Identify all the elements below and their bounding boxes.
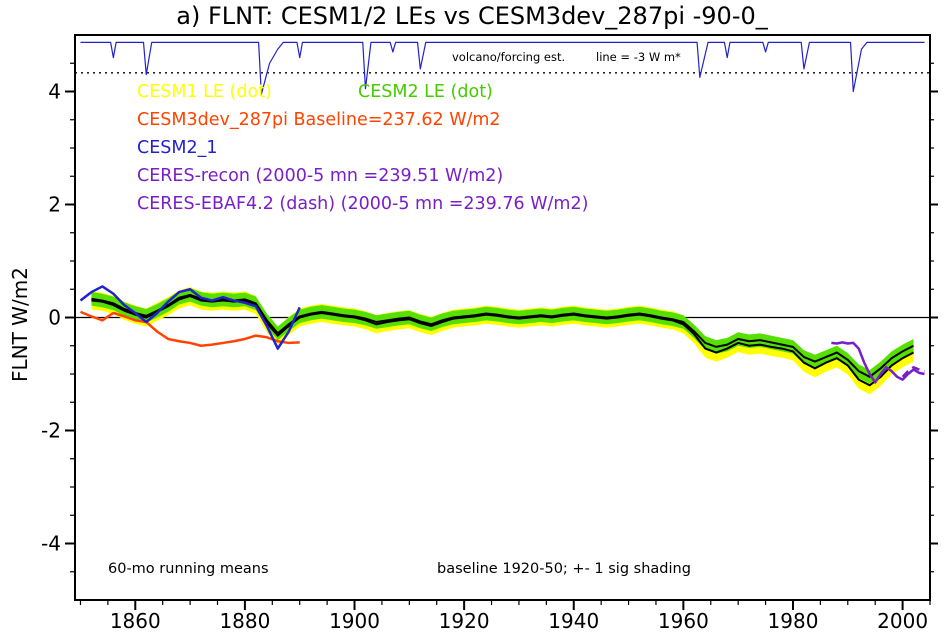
svg-text:2: 2 bbox=[48, 193, 61, 217]
svg-text:0: 0 bbox=[48, 306, 61, 330]
y-axis-label: FLNT W/m2 bbox=[8, 267, 32, 382]
chart-title: a) FLNT: CESM1/2 LEs vs CESM3dev_287pi -… bbox=[176, 2, 768, 30]
svg-text:1880: 1880 bbox=[219, 609, 270, 633]
legend-cesm2-1: CESM2_1 bbox=[137, 138, 218, 158]
legend-cesm3dev-287pi: CESM3dev_287pi Baseline=237.62 W/m2 bbox=[137, 110, 501, 130]
running-means-note: 60-mo running means bbox=[108, 561, 269, 577]
svg-text:-4: -4 bbox=[41, 532, 61, 556]
svg-text:1900: 1900 bbox=[329, 609, 380, 633]
svg-text:1960: 1960 bbox=[658, 609, 709, 633]
dotted-line-value-note: line = -3 W m* bbox=[596, 50, 681, 64]
legend-cesm2-le: CESM2 LE (dot) bbox=[358, 82, 493, 102]
svg-text:2000: 2000 bbox=[877, 609, 928, 633]
svg-text:4: 4 bbox=[48, 80, 61, 104]
volcano-forcing-note: volcano/forcing est. bbox=[452, 50, 566, 64]
legend-ceres-recon: CERES-recon (2000-5 mn =239.51 W/m2) bbox=[137, 166, 504, 186]
svg-text:-2: -2 bbox=[41, 419, 61, 443]
legend-ceres-ebaf: CERES-EBAF4.2 (dash) (2000-5 mn =239.76 … bbox=[137, 194, 589, 214]
svg-text:1860: 1860 bbox=[110, 609, 161, 633]
svg-text:1920: 1920 bbox=[439, 609, 490, 633]
legend-cesm1-le: CESM1 LE (dot) bbox=[137, 82, 272, 102]
svg-text:1940: 1940 bbox=[548, 609, 599, 633]
svg-text:1980: 1980 bbox=[768, 609, 819, 633]
baseline-shading-note: baseline 1920-50; +- 1 sig shading bbox=[437, 561, 691, 577]
